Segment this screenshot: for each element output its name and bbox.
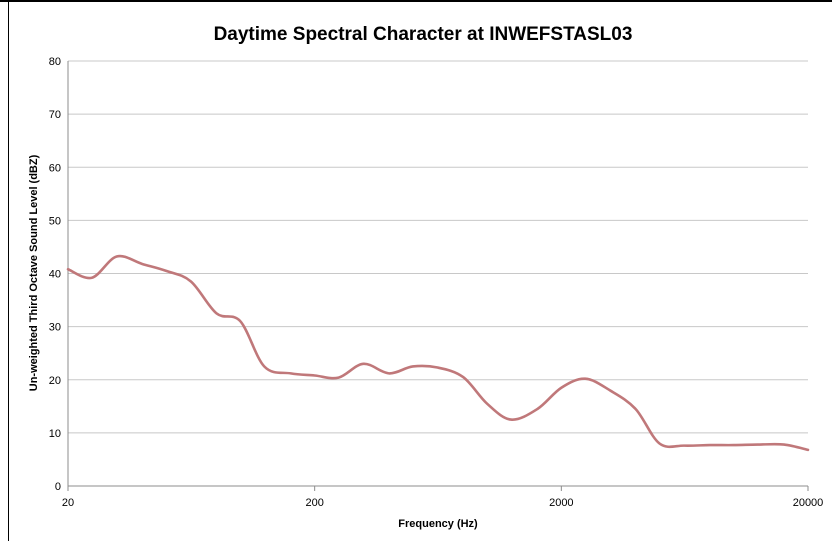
x-tick-label: 200 <box>305 497 323 509</box>
y-tick-label: 70 <box>49 109 61 121</box>
gridlines <box>67 60 809 491</box>
series-group <box>66 254 810 452</box>
y-tick-label: 50 <box>49 215 61 227</box>
frame-top-border <box>0 0 832 2</box>
y-tick-label: 30 <box>49 322 61 334</box>
x-axis-label: Frequency (Hz) <box>398 518 478 530</box>
y-tick-labels: 0 10 20 30 40 50 60 70 80 <box>49 56 61 493</box>
y-tick-label: 60 <box>49 162 61 174</box>
y-tick-label: 80 <box>49 56 61 68</box>
series-line <box>66 254 810 452</box>
y-tick-label: 10 <box>49 428 61 440</box>
x-tick-label: 20 <box>62 497 74 509</box>
x-tick-label: 2000 <box>549 497 573 509</box>
y-axis-label: Un-weighted Third Octave Sound Level (dB… <box>28 154 40 391</box>
chart-title: Daytime Spectral Character at INWEFSTASL… <box>214 24 633 45</box>
y-tick-label: 40 <box>49 269 61 281</box>
frame-left-border <box>8 0 9 541</box>
y-tick-label: 0 <box>55 481 61 493</box>
y-tick-label: 20 <box>49 375 61 387</box>
x-tick-labels: 20 200 2000 20000 <box>62 497 823 509</box>
x-tick-label: 20000 <box>793 497 824 509</box>
